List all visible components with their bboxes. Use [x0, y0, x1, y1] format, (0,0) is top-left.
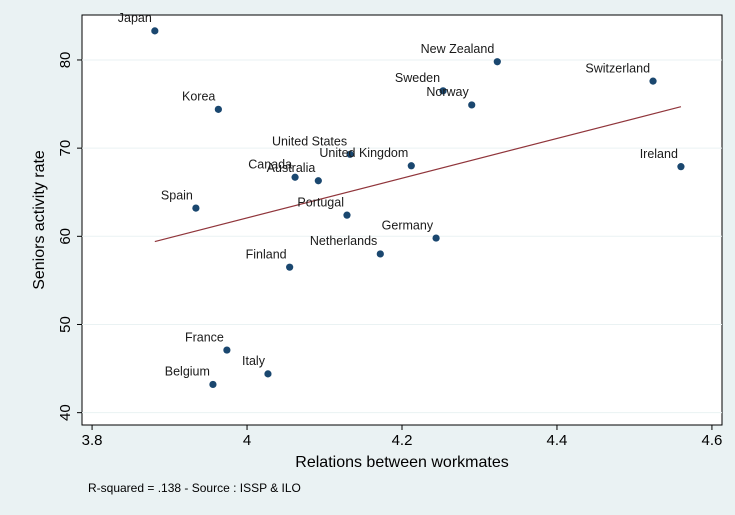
- y-tick-label: 80: [57, 52, 74, 69]
- point: [151, 27, 159, 35]
- point-label: Finland: [246, 247, 287, 261]
- note: R-squared = .138 - Source : ISSP & ILO: [88, 481, 301, 495]
- point-label: Italy: [242, 354, 266, 368]
- point: [439, 87, 447, 95]
- point: [209, 380, 217, 389]
- point-label: Sweden: [395, 71, 440, 85]
- y-tick-label: 40: [57, 404, 74, 421]
- point-label: Portugal: [297, 195, 344, 209]
- point: [192, 204, 200, 212]
- point-label: Ireland: [640, 147, 678, 161]
- point-label: New Zealand: [421, 42, 495, 56]
- point-label: France: [185, 330, 224, 344]
- x-tick-label: 3.8: [82, 432, 103, 449]
- point: [493, 58, 501, 66]
- point-label: United Kingdom: [319, 146, 408, 160]
- point-label: Germany: [382, 218, 434, 232]
- point-label: Spain: [161, 188, 193, 202]
- point-label: Korea: [182, 90, 215, 104]
- y-axis-label: Seniors activity rate: [31, 150, 48, 290]
- point-label: United States: [272, 135, 347, 149]
- point: [432, 234, 440, 242]
- point: [407, 162, 415, 170]
- y-tick-label: 60: [57, 228, 74, 245]
- point: [286, 263, 294, 271]
- point: [291, 173, 299, 181]
- x-axis-label: Relations between workmates: [295, 454, 508, 471]
- point-label: Netherlands: [310, 234, 377, 248]
- point: [346, 150, 354, 158]
- y-tick-label: 50: [57, 316, 74, 333]
- point-label: Norway: [426, 85, 469, 99]
- point-label: Australia: [267, 161, 316, 175]
- point: [314, 177, 322, 185]
- point: [264, 370, 272, 378]
- fit-line: [154, 106, 682, 243]
- x-tick-label: 4: [243, 432, 251, 449]
- x-tick-label: 4.2: [392, 432, 413, 449]
- point: [343, 211, 351, 219]
- point-label: Canada: [248, 158, 292, 172]
- plot-area: [81, 14, 723, 426]
- x-tick-label: 4.6: [701, 432, 722, 449]
- point-label: Belgium: [165, 365, 210, 379]
- point: [223, 346, 231, 354]
- point-label: Switzerland: [585, 61, 650, 75]
- point: [649, 77, 657, 85]
- y-tick-label: 70: [57, 140, 74, 157]
- point-label: Japan: [118, 11, 152, 25]
- point: [468, 101, 476, 109]
- point: [376, 250, 384, 258]
- point: [214, 105, 222, 113]
- x-tick-label: 4.4: [547, 432, 568, 449]
- point: [677, 163, 685, 171]
